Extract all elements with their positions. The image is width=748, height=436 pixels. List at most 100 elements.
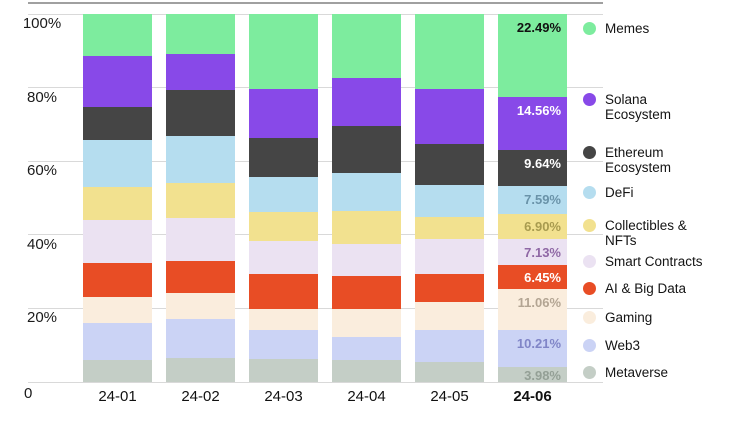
bar-segment-ai-and-big-data[interactable] xyxy=(332,275,401,309)
bar-segment-metaverse[interactable] xyxy=(249,358,318,382)
bar-segment-smart-contracts[interactable] xyxy=(166,217,235,262)
bar-segment-ethereum-ecosystem[interactable] xyxy=(332,125,401,173)
bar-segment-metaverse[interactable] xyxy=(166,358,235,382)
bar-segment-ai-and-big-data[interactable] xyxy=(249,273,318,309)
bar-segment-gaming[interactable] xyxy=(415,302,484,331)
legend-dot-icon-solana-ecosystem xyxy=(583,93,596,106)
bar-segment-metaverse[interactable]: 3.98% xyxy=(498,367,567,384)
bar-segment-metaverse[interactable] xyxy=(332,360,401,382)
x-tick-label-24-01: 24-01 xyxy=(98,388,137,405)
legend-dot-icon-memes xyxy=(583,22,596,35)
bar-segment-metaverse[interactable] xyxy=(415,362,484,382)
segment-value-label-smart-contracts: 7.13% xyxy=(524,244,561,260)
legend-dot-icon-web3 xyxy=(583,339,596,352)
bar-segment-web3[interactable] xyxy=(83,323,152,360)
segment-value-label-web3: 10.21% xyxy=(516,335,561,351)
legend-label-memes: Memes xyxy=(605,21,650,36)
x-tick-label-24-02: 24-02 xyxy=(181,388,220,405)
bar-segment-ai-and-big-data[interactable]: 6.45% xyxy=(498,265,567,290)
bar-segment-memes[interactable] xyxy=(415,14,484,90)
segment-value-label-ai-and-big-data: 6.45% xyxy=(524,269,561,285)
bar-segment-solana-ecosystem[interactable] xyxy=(83,56,152,108)
gridline-0pct xyxy=(28,381,603,383)
bar-segment-solana-ecosystem[interactable] xyxy=(166,54,235,91)
legend-dot-icon-ethereum-ecosystem xyxy=(583,146,596,159)
bar-24-04[interactable] xyxy=(332,14,401,382)
legend-label-solana-ecosystem: Solana Ecosystem xyxy=(605,92,672,122)
bar-segment-smart-contracts[interactable] xyxy=(415,238,484,274)
bar-segment-memes[interactable] xyxy=(332,14,401,79)
segment-value-label-metaverse: 3.98% xyxy=(524,368,561,384)
bar-segment-ethereum-ecosystem[interactable] xyxy=(249,137,318,178)
bar-segment-web3[interactable]: 10.21% xyxy=(498,329,567,368)
bar-segment-solana-ecosystem[interactable]: 14.56% xyxy=(498,96,567,151)
legend-label-web3: Web3 xyxy=(605,338,641,353)
legend-label-ai-and-big-data: AI & Big Data xyxy=(605,281,687,296)
bar-segment-collectibles-and-nfts[interactable] xyxy=(83,186,152,221)
bar-segment-ai-and-big-data[interactable] xyxy=(83,263,152,297)
bar-segment-memes[interactable] xyxy=(83,14,152,57)
bar-segment-collectibles-and-nfts[interactable] xyxy=(166,182,235,218)
bar-24-05[interactable] xyxy=(415,14,484,382)
bar-segment-smart-contracts[interactable] xyxy=(249,240,318,274)
bar-segment-defi[interactable] xyxy=(249,177,318,213)
x-tick-label-24-03: 24-03 xyxy=(264,388,303,405)
bar-segment-web3[interactable] xyxy=(332,337,401,361)
bar-segment-ethereum-ecosystem[interactable] xyxy=(83,107,152,141)
bar-segment-ai-and-big-data[interactable] xyxy=(166,261,235,293)
bar-segment-collectibles-and-nfts[interactable] xyxy=(332,210,401,244)
bar-segment-web3[interactable] xyxy=(166,319,235,359)
bar-segment-defi[interactable]: 7.59% xyxy=(498,185,567,214)
bar-segment-collectibles-and-nfts[interactable] xyxy=(249,212,318,241)
bar-segment-memes[interactable]: 22.49% xyxy=(498,14,567,97)
legend-dot-icon-gaming xyxy=(583,311,596,324)
bar-segment-smart-contracts[interactable]: 7.13% xyxy=(498,239,567,266)
bar-segment-smart-contracts[interactable] xyxy=(83,220,152,264)
bar-segment-gaming[interactable] xyxy=(83,296,152,324)
bar-24-01[interactable] xyxy=(83,14,152,382)
bar-segment-gaming[interactable] xyxy=(249,308,318,331)
bar-segment-collectibles-and-nfts[interactable] xyxy=(415,217,484,239)
bar-segment-memes[interactable] xyxy=(249,14,318,90)
legend-dot-icon-smart-contracts xyxy=(583,255,596,268)
y-tick-label-60: 60% xyxy=(26,162,58,180)
y-tick-label-100: 100% xyxy=(22,15,62,32)
x-tick-label-24-04: 24-04 xyxy=(347,388,386,405)
bar-segment-web3[interactable] xyxy=(249,330,318,359)
bar-segment-ethereum-ecosystem[interactable] xyxy=(415,143,484,186)
bar-24-02[interactable] xyxy=(166,14,235,382)
legend-dot-icon-defi xyxy=(583,186,596,199)
bar-24-03[interactable] xyxy=(249,14,318,382)
bar-segment-defi[interactable] xyxy=(415,185,484,218)
bar-segment-gaming[interactable]: 11.06% xyxy=(498,289,567,330)
legend-label-smart-contracts: Smart Contracts xyxy=(605,254,703,269)
bar-segment-ai-and-big-data[interactable] xyxy=(415,273,484,303)
segment-value-label-collectibles-and-nfts: 6.90% xyxy=(524,218,561,234)
bar-segment-gaming[interactable] xyxy=(166,292,235,320)
bar-segment-gaming[interactable] xyxy=(332,308,401,338)
segment-value-label-memes: 22.49% xyxy=(516,20,561,35)
x-tick-label-24-06: 24-06 xyxy=(513,388,552,405)
bar-segment-solana-ecosystem[interactable] xyxy=(332,78,401,126)
bar-segment-defi[interactable] xyxy=(83,140,152,187)
bar-segment-memes[interactable] xyxy=(166,14,235,55)
x-tick-label-24-05: 24-05 xyxy=(430,388,469,405)
bar-segment-ethereum-ecosystem[interactable] xyxy=(166,90,235,137)
bar-segment-defi[interactable] xyxy=(166,136,235,183)
segment-value-label-ethereum-ecosystem: 9.64% xyxy=(524,156,561,172)
bar-segment-defi[interactable] xyxy=(332,172,401,211)
bar-segment-solana-ecosystem[interactable] xyxy=(415,89,484,144)
bar-24-06[interactable]: 22.49% 14.56% 9.64% 7.59% 6.90% 7.13% 6.45% 11.… xyxy=(498,14,567,384)
bar-segment-smart-contracts[interactable] xyxy=(332,244,401,276)
y-tick-label-80: 80% xyxy=(26,88,58,106)
bar-segment-ethereum-ecosystem[interactable]: 9.64% xyxy=(498,150,567,186)
bar-segment-metaverse[interactable] xyxy=(83,359,152,382)
bar-segment-collectibles-and-nfts[interactable]: 6.90% xyxy=(498,213,567,240)
y-tick-label-40: 40% xyxy=(26,235,58,253)
legend-label-gaming: Gaming xyxy=(605,310,653,325)
bar-segment-solana-ecosystem[interactable] xyxy=(249,89,318,138)
bar-segment-web3[interactable] xyxy=(415,330,484,363)
y-tick-label-0: 0 xyxy=(24,385,33,402)
legend-dot-icon-ai-and-big-data xyxy=(583,282,596,295)
